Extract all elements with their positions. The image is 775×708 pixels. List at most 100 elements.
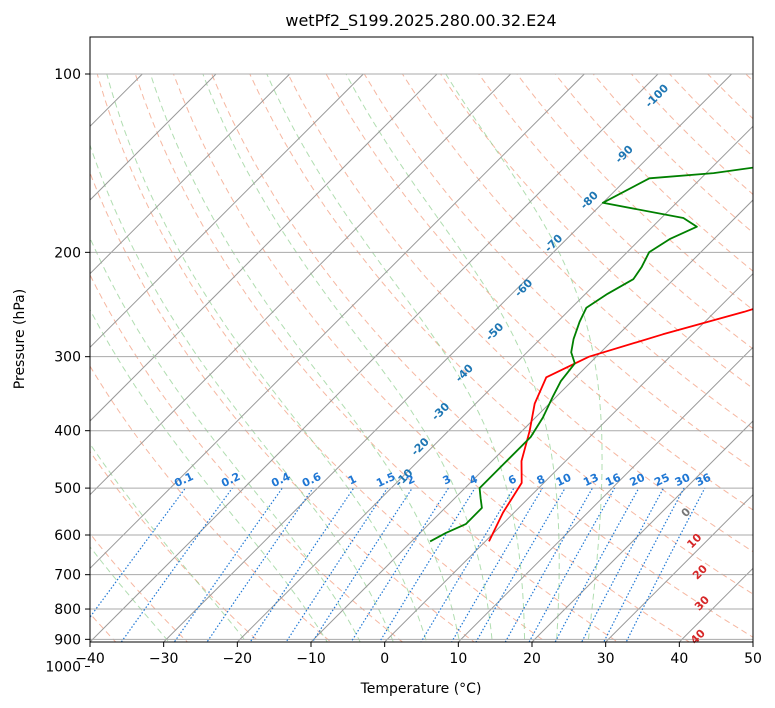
isotherm-label: 10 [684, 531, 704, 551]
dry-adiabat-line [745, 73, 753, 82]
mixing-ratio-label: 13 [581, 471, 600, 489]
dry-adiabat-line [90, 273, 404, 642]
dry-adiabat-line [249, 73, 753, 595]
moist-adiabat-line [345, 73, 560, 642]
y-tick-label: 600 [54, 528, 81, 544]
isotherm-label: -90 [613, 143, 636, 166]
moist-adiabat-line [90, 442, 248, 642]
mixing-ratio-line [90, 487, 186, 619]
isotherm-line [90, 73, 659, 642]
mixing-ratio-line [504, 487, 594, 642]
dry-adiabat-line [554, 73, 753, 272]
mixing-ratio-label: 0.4 [269, 470, 292, 490]
isotherm-line [162, 73, 733, 642]
isotherm-line [236, 125, 753, 642]
isotherm-line [0, 74, 69, 679]
x-tick-label: 50 [744, 651, 762, 667]
dry-adiabat-line [669, 73, 753, 158]
x-tick-label: 0 [380, 651, 389, 667]
y-tick-label: 500 [54, 481, 81, 497]
moist-adiabat-line [445, 73, 603, 642]
mixing-ratio-line [311, 487, 413, 642]
axis-ticks: −40 −30 −20 −10 0 10 20 30 40 5010020030040050060… [45, 67, 762, 675]
dry-adiabat-line [90, 365, 332, 642]
x-tick-label: 10 [449, 651, 467, 667]
isotherm-line [383, 272, 753, 642]
y-tick-label: 700 [54, 568, 81, 584]
isotherm-label: -50 [483, 320, 506, 343]
mixing-ratio-label: 30 [673, 471, 693, 489]
mixing-ratio-label: 1.5 [374, 470, 397, 490]
y-tick-label: 1000 [45, 659, 81, 675]
isotherm-label: -40 [453, 361, 476, 384]
mixing-ratio-line [173, 487, 283, 642]
dry-adiabat-line [707, 73, 753, 120]
mixing-ratio-label: 8 [535, 472, 547, 487]
x-tick-label: −30 [149, 651, 179, 667]
dry-adiabat-line [287, 73, 753, 553]
isotherm-line [604, 493, 753, 642]
y-tick-label: 400 [54, 424, 81, 440]
x-tick-label: 40 [670, 651, 688, 667]
mixing-ratio-label: 6 [506, 472, 519, 487]
x-axis-label: Temperature (°C) [360, 681, 482, 697]
mixing-ratio-line [420, 487, 515, 642]
plot-frame [89, 36, 754, 643]
mixing-ratio-label: 20 [628, 471, 648, 489]
background-lines [0, 73, 753, 679]
y-tick-label: 900 [54, 632, 81, 648]
data-series [429, 166, 753, 543]
isotherm-line [531, 420, 753, 642]
moist-adiabat-line [90, 308, 328, 642]
moist-adiabat-line [266, 73, 526, 642]
mixing-ratio-label: 1 [346, 472, 358, 487]
mixing-ratio-line [285, 487, 388, 642]
mixing-ratio-line [554, 487, 640, 642]
mixing-ratio-label: 16 [603, 471, 623, 489]
dry-adiabat-line [134, 73, 619, 642]
chart-title: wetPf2_S199.2025.280.00.32.E24 [285, 11, 556, 31]
moist-adiabat-line [106, 73, 428, 642]
isotherm-line [310, 199, 753, 642]
mixing-ratio-label: 0.1 [172, 470, 195, 490]
y-tick-label: 300 [54, 350, 81, 366]
x-tick-label: −10 [296, 651, 326, 667]
moist-adiabat-line [202, 73, 493, 642]
dry-adiabat-line [478, 73, 753, 350]
dry-adiabat-line [96, 73, 547, 642]
mixing-ratio-line [350, 487, 449, 642]
x-tick-label: −20 [223, 651, 253, 667]
dewpoint-line [429, 166, 753, 543]
mixing-ratio-line [625, 487, 706, 642]
mixing-ratio-line [528, 487, 616, 642]
isotherm-line [678, 567, 753, 642]
isotherm-label: 40 [688, 627, 708, 647]
x-tick-label: −40 [75, 651, 105, 667]
x-tick-label: 20 [523, 651, 541, 667]
isotherm-line [457, 346, 753, 642]
isotherm-label: -60 [512, 276, 535, 299]
isotherm-line [90, 73, 585, 570]
y-tick-label: 800 [54, 602, 81, 618]
y-tick-label: 200 [54, 245, 81, 261]
dry-adiabat-line [516, 73, 753, 311]
isotherm-label: -70 [542, 231, 565, 254]
isotherm-line [90, 73, 512, 496]
mixing-ratio-label: 25 [652, 471, 671, 489]
isotherm-label: -30 [429, 400, 452, 423]
mixing-ratio-label: 10 [554, 471, 574, 489]
mixing-ratio-line [581, 487, 665, 642]
dry-adiabat-line [90, 532, 189, 642]
mixing-ratio-line [603, 487, 685, 642]
y-axis-label: Pressure (hPa) [12, 289, 28, 389]
mixing-ratio-label: 0.6 [300, 470, 323, 490]
x-tick-label: 30 [597, 651, 615, 667]
temperature-line [488, 308, 753, 542]
moist-adiabat-line [150, 73, 461, 642]
moist-adiabat-line [90, 546, 170, 642]
isotherm-line [752, 641, 753, 642]
dry-adiabat-line [440, 73, 753, 390]
y-tick-label: 100 [54, 67, 81, 83]
dry-adiabat-line [173, 73, 691, 642]
